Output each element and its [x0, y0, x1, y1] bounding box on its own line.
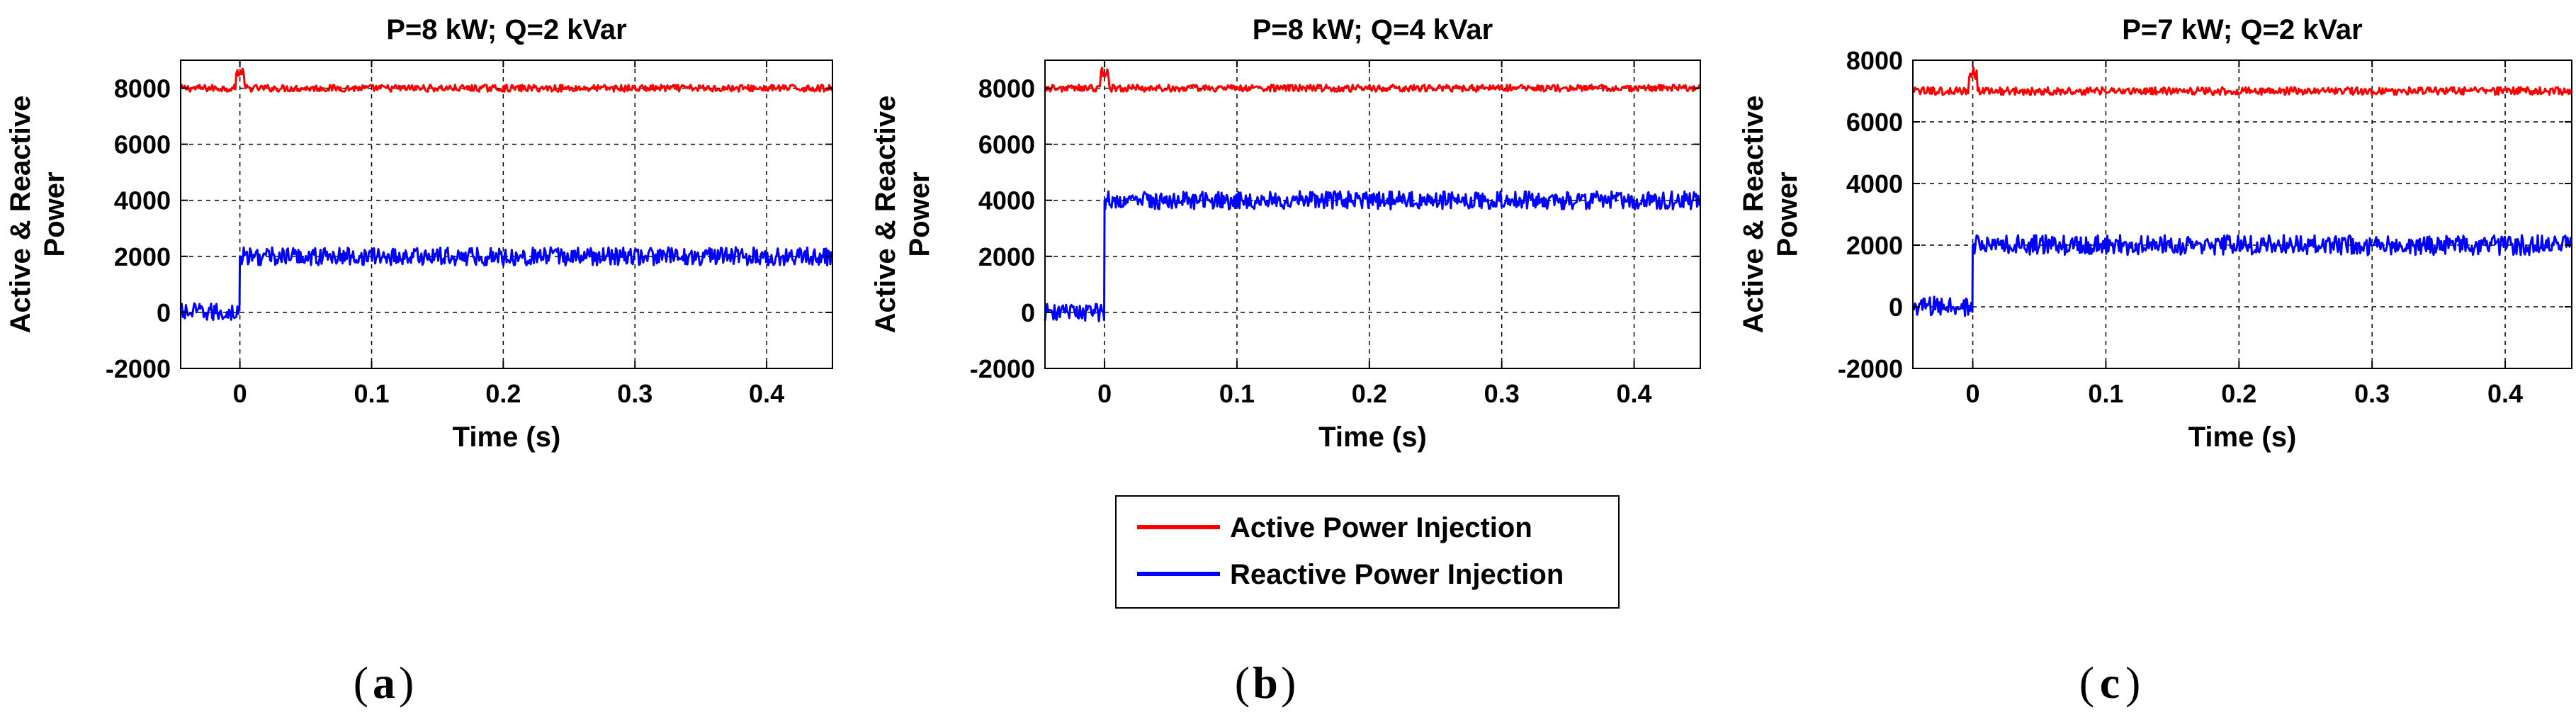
panel-caption-a-letter: a — [373, 657, 395, 708]
y-axis-label: Power — [1772, 171, 1803, 256]
y-axis-label: Active & Reactive — [1738, 96, 1769, 334]
y-tick-label: 0 — [1021, 298, 1035, 327]
series-line-reactive-power — [1044, 190, 1702, 322]
y-tick-label: 2000 — [1846, 231, 1903, 260]
y-tick-label: 0 — [1889, 293, 1903, 322]
y-tick-label: 4000 — [114, 186, 171, 215]
svg-text:(: ( — [1235, 657, 1250, 708]
x-tick-label: 0.1 — [2088, 379, 2123, 408]
legend: Active Power Injection Reactive Power In… — [1115, 495, 1620, 609]
x-tick-label: 0.3 — [1484, 379, 1520, 408]
series-line-active-power — [179, 67, 834, 93]
x-tick-label: 0.1 — [354, 379, 389, 408]
y-tick-label: 2000 — [978, 242, 1035, 271]
svg-text:(: ( — [354, 657, 368, 708]
chart-title: P=8 kW; Q=2 kVar — [386, 14, 626, 45]
x-axis-label: Time (s) — [2188, 422, 2297, 453]
axes-frame — [1912, 60, 2572, 369]
x-axis-label: Time (s) — [453, 422, 561, 453]
panel-caption-a: ( a ) — [354, 657, 414, 708]
x-tick-label: 0.3 — [617, 379, 653, 408]
x-tick-label: 0.2 — [485, 379, 521, 408]
axes-frame — [180, 60, 833, 369]
x-tick-label: 0.2 — [1352, 379, 1387, 408]
panel-caption-c-letter: c — [2100, 657, 2120, 708]
x-tick-label: 0 — [233, 379, 247, 408]
panel-caption-c: ( c ) — [2079, 657, 2141, 708]
x-tick-label: 0 — [1097, 379, 1112, 408]
y-tick-label: -2000 — [970, 354, 1035, 383]
series-line-active-power — [1912, 67, 2573, 96]
plot-area — [181, 60, 832, 368]
x-tick-label: 0.3 — [2354, 379, 2390, 408]
series-line-reactive-power — [1911, 234, 2572, 317]
legend-label-reactive: Reactive Power Injection — [1230, 559, 1564, 590]
x-tick-label: 0 — [1966, 379, 1980, 408]
legend-box — [1115, 495, 1620, 609]
svg-text:): ) — [2125, 657, 2140, 708]
y-axis-label: Power — [39, 171, 70, 256]
y-tick-label: 4000 — [978, 186, 1035, 215]
chart-panel-a: 0 0.1 0.2 0.3 0.4 -2000 0 2000 4000 6000 8000 P=8 k… — [5, 14, 834, 453]
y-tick-label: 0 — [157, 298, 171, 327]
y-axis-label: Power — [904, 171, 935, 256]
svg-text:): ) — [1281, 657, 1296, 708]
chart-panel-c: 0 0.1 0.2 0.3 0.4 -2000 0 2000 4000 6000 8000 P=7 k… — [1738, 14, 2573, 453]
y-tick-label: -2000 — [1838, 354, 1903, 383]
plot-area — [1913, 60, 2572, 368]
y-tick-label: -2000 — [106, 354, 171, 383]
series-line-active-power — [1044, 67, 1701, 93]
y-tick-label: 6000 — [978, 130, 1035, 159]
panel-caption-b-letter: b — [1253, 657, 1278, 708]
y-tick-label: 8000 — [978, 74, 1035, 103]
x-tick-label: 0.4 — [2487, 379, 2523, 408]
panel-caption-b: ( b ) — [1235, 657, 1297, 708]
y-tick-label: 6000 — [114, 130, 171, 159]
y-tick-label: 6000 — [1846, 108, 1903, 137]
x-tick-label: 0.4 — [1617, 379, 1652, 408]
y-axis-label: Active & Reactive — [870, 96, 901, 334]
chart-panel-b: 0 0.1 0.2 0.3 0.4 -2000 0 2000 4000 6000 8000 P=8 k… — [870, 14, 1702, 453]
y-tick-label: 8000 — [114, 74, 171, 103]
svg-text:(: ( — [2079, 657, 2094, 708]
x-tick-label: 0.2 — [2221, 379, 2256, 408]
plot-area — [1045, 60, 1700, 368]
series-line-reactive-power — [179, 246, 834, 321]
x-axis-label: Time (s) — [1318, 422, 1427, 453]
chart-title: P=7 kW; Q=2 kVar — [2122, 14, 2362, 45]
y-axis-label: Active & Reactive — [5, 96, 36, 334]
x-tick-label: 0.4 — [749, 379, 784, 408]
chart-title: P=8 kW; Q=4 kVar — [1253, 14, 1493, 45]
y-tick-label: 8000 — [1846, 46, 1903, 75]
y-tick-label: 4000 — [1846, 169, 1903, 198]
svg-text:): ) — [399, 657, 414, 708]
x-tick-label: 0.1 — [1219, 379, 1255, 408]
y-tick-label: 2000 — [114, 242, 171, 271]
axes-frame — [1044, 60, 1701, 369]
legend-label-active: Active Power Injection — [1230, 512, 1532, 543]
